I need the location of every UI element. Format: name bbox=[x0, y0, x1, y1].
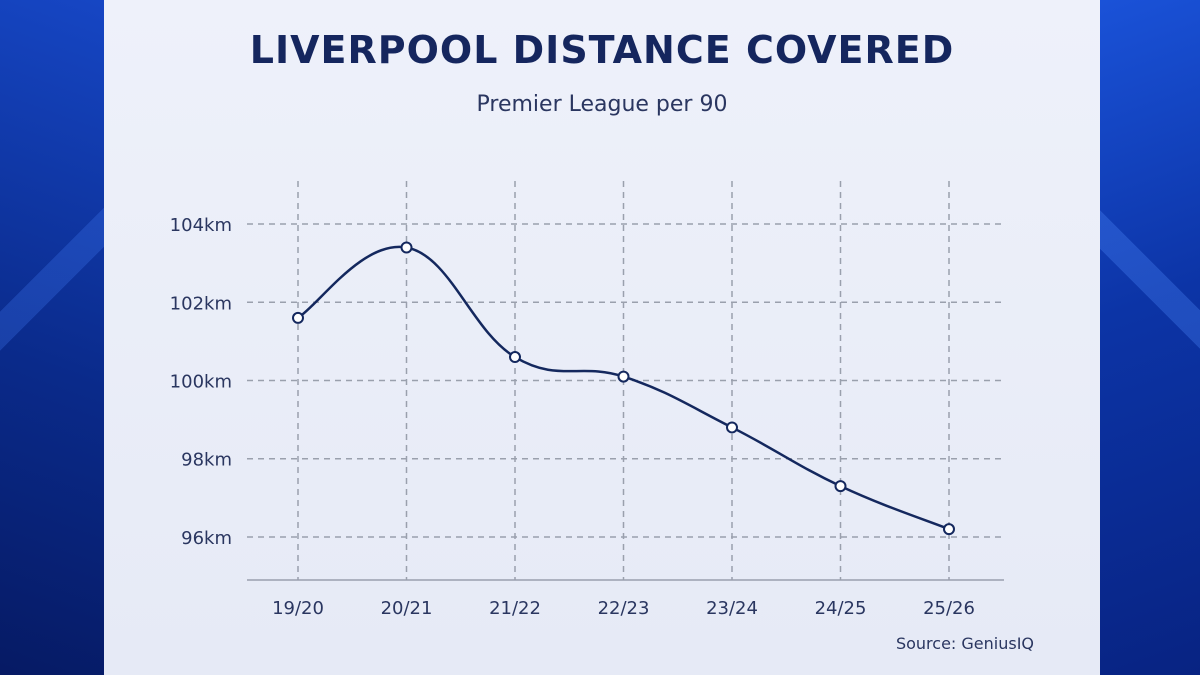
line-chart: 96km 98km 100km 102km 104km 19/20 20/21 21/22 22… bbox=[170, 181, 1004, 619]
data-point bbox=[292, 311, 304, 324]
y-tick-label: 102km bbox=[170, 293, 232, 314]
x-tick-label: 24/25 bbox=[815, 598, 867, 619]
data-point bbox=[617, 370, 630, 383]
chart-title: LIVERPOOL DISTANCE COVERED bbox=[249, 28, 955, 72]
x-tick-label: 21/22 bbox=[489, 598, 541, 619]
x-tick-label: 19/20 bbox=[272, 598, 324, 619]
data-point bbox=[509, 351, 521, 364]
right-decor-panel bbox=[1100, 0, 1200, 675]
data-point bbox=[726, 421, 738, 434]
source-note: Source: GeniusIQ bbox=[895, 634, 1034, 653]
data-point bbox=[834, 480, 847, 493]
x-tick-label: 25/26 bbox=[923, 598, 975, 619]
data-point bbox=[943, 523, 955, 536]
x-tick-label: 23/24 bbox=[706, 598, 758, 619]
chart-subtitle: Premier League per 90 bbox=[476, 92, 728, 117]
y-tick-label: 96km bbox=[181, 528, 232, 549]
chart-card: LIVERPOOL DISTANCE COVERED Premier Leagu… bbox=[104, 0, 1100, 675]
left-decor-panel bbox=[0, 0, 104, 675]
x-tick-label: 20/21 bbox=[381, 598, 433, 619]
y-tick-label: 104km bbox=[170, 215, 232, 236]
y-tick-label: 98km bbox=[181, 450, 232, 471]
data-point bbox=[400, 241, 413, 254]
y-tick-label: 100km bbox=[170, 372, 232, 393]
series-line bbox=[297, 245, 950, 531]
x-tick-label: 22/23 bbox=[598, 598, 650, 619]
